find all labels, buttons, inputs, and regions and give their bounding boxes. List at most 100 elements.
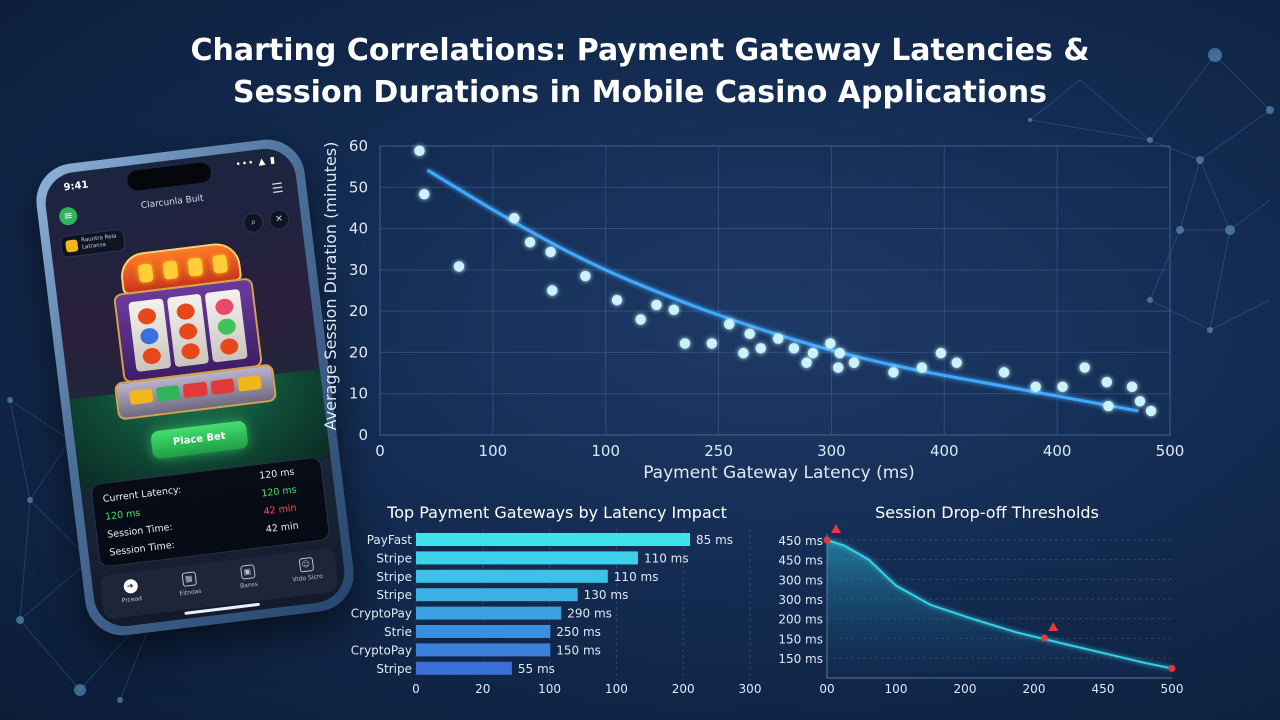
- bar-category-label: Strie: [384, 625, 412, 639]
- alert-point: [1040, 634, 1048, 642]
- area-chart-title: Session Drop-off Thresholds: [875, 503, 1099, 522]
- scatter-x-tick: 300: [817, 442, 846, 460]
- warning-icon: [1048, 621, 1059, 631]
- scatter-point: [833, 362, 844, 373]
- scatter-point: [635, 314, 646, 325]
- scatter-point: [1134, 396, 1146, 407]
- bar-value-label: 55 ms: [518, 662, 555, 676]
- scatter-grid: [379, 145, 1171, 436]
- scatter-point: [834, 347, 845, 359]
- scatter-y-tick: 50: [349, 178, 368, 196]
- scatter-y-tick: 40: [349, 220, 368, 238]
- area-y-tick: 300 ms: [778, 593, 823, 607]
- scatter-point: [772, 333, 784, 344]
- scatter-point: [547, 285, 558, 296]
- scatter-point: [807, 347, 819, 359]
- scatter-point: [524, 237, 536, 248]
- scatter-x-tick: 500: [1156, 442, 1185, 460]
- bar-category-label: Stripe: [376, 551, 412, 565]
- alert-point: [1168, 664, 1176, 672]
- scatter-ticks: 0 100 100 250 300 400 400 500 0 10 20 20 30 40 50 60: [349, 137, 1184, 460]
- scatter-points: [414, 145, 1157, 417]
- scatter-x-tick: 400: [1043, 442, 1072, 460]
- bar-chart-body: 0 20 100 100 200 300 PayFast 85 ms Stripe 110 ms S…: [351, 529, 762, 696]
- scatter-point: [419, 188, 430, 200]
- scatter-x-tick: 100: [591, 442, 620, 460]
- area-x-tick: 200: [1023, 682, 1046, 696]
- bar-category-label: Stripe: [376, 662, 412, 676]
- scatter-point: [611, 294, 623, 306]
- scatter-point: [1079, 362, 1090, 373]
- bar-category-label: Stripe: [376, 588, 412, 602]
- scatter-point: [744, 328, 755, 340]
- area-x-tick: 200: [954, 682, 977, 696]
- bar-category-label: CryptoPay: [351, 607, 412, 621]
- bar-x-tick: 20: [475, 682, 490, 696]
- area-chart-body: 450 ms 450 ms 300 ms 300 ms 200 ms 150 ms 150 …: [778, 524, 1183, 696]
- scatter-point: [801, 357, 812, 368]
- scatter-point: [1057, 381, 1068, 393]
- scatter-point: [706, 338, 717, 349]
- scatter-point: [651, 299, 662, 311]
- scatter-point: [951, 357, 962, 368]
- bar-value-label: 130 ms: [584, 588, 629, 602]
- area-y-tick: 450 ms: [778, 534, 823, 548]
- scatter-point: [414, 145, 425, 157]
- scatter-point: [788, 343, 800, 354]
- bar-x-tick: 100: [605, 682, 628, 696]
- page-title-line-2: Session Durations in Mobile Casino Appli…: [233, 75, 1047, 110]
- bar-value-label: 290 ms: [567, 607, 612, 621]
- bar-category-label: Stripe: [376, 570, 412, 584]
- warning-icon: [831, 524, 841, 533]
- scatter-chart: 0 100 100 250 300 400 400 500 0 10 20 20 30 40 50 60 Pa…: [321, 137, 1184, 483]
- scatter-x-tick: 250: [704, 442, 733, 460]
- scatter-point: [545, 246, 556, 258]
- bar-value-label: 250 ms: [556, 625, 601, 639]
- scatter-point: [1126, 381, 1138, 393]
- scatter-point: [1103, 400, 1114, 412]
- scatter-point: [668, 304, 680, 315]
- scatter-y-tick: 20: [349, 302, 368, 320]
- area-y-tick: 150 ms: [778, 652, 823, 666]
- scatter-point: [916, 362, 928, 373]
- bar-chart: Top Payment Gateways by Latency Impact 0…: [351, 503, 762, 696]
- bar: [416, 625, 551, 638]
- bar-x-tick: 300: [739, 682, 762, 696]
- scatter-point: [998, 367, 1010, 378]
- area-x-tick: 100: [885, 682, 908, 696]
- bar-category-label: PayFast: [367, 533, 413, 547]
- scatter-y-tick: 10: [349, 385, 368, 403]
- bar: [416, 588, 578, 602]
- scatter-y-tick: 0: [358, 426, 368, 444]
- scatter-point: [723, 319, 735, 330]
- scatter-y-tick: 20: [349, 343, 368, 361]
- bar-value-label: 110 ms: [614, 570, 659, 584]
- scatter-point: [935, 347, 947, 359]
- trend-line: [426, 168, 1139, 413]
- bar: [416, 551, 638, 565]
- scatter-x-tick: 400: [930, 442, 959, 460]
- bar: [416, 606, 562, 620]
- scatter-x-tick: 0: [375, 442, 385, 460]
- bar-chart-title: Top Payment Gateways by Latency Impact: [386, 503, 727, 522]
- scatter-y-axis-label: Average Session Duration (minutes): [321, 142, 340, 431]
- area-y-tick: 300 ms: [778, 573, 823, 587]
- scatter-point: [1145, 405, 1157, 417]
- bar: [416, 533, 690, 546]
- area-y-tick: 200 ms: [778, 613, 823, 627]
- scatter-x-tick: 100: [479, 442, 508, 460]
- scatter-point: [679, 338, 691, 349]
- scatter-point: [1030, 381, 1041, 393]
- scatter-frame: [379, 145, 1171, 436]
- page-title: Charting Correlations: Payment Gateway L…: [0, 30, 1280, 114]
- bar: [416, 661, 512, 675]
- bar-value-label: 110 ms: [644, 551, 689, 565]
- page-title-line-1: Charting Correlations: Payment Gateway L…: [190, 33, 1090, 68]
- area-x-tick: 500: [1161, 682, 1184, 696]
- scatter-point: [755, 343, 766, 354]
- bar: [416, 569, 608, 583]
- bar-value-label: 150 ms: [556, 643, 601, 657]
- area-x-tick: 450: [1092, 682, 1115, 696]
